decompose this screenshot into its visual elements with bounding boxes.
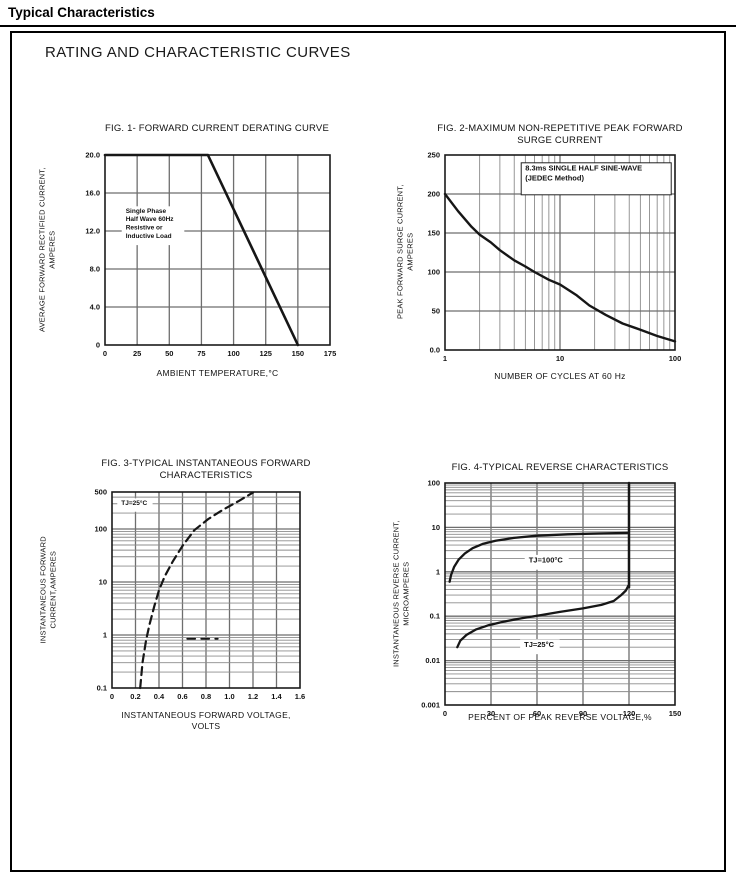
page-heading: Typical Characteristics	[8, 5, 155, 20]
svg-text:1.6: 1.6	[295, 692, 305, 701]
fig2-title: FIG. 2-MAXIMUM NON-REPETITIVE PEAK FORWA…	[437, 123, 683, 146]
fig3-x-axis-label: INSTANTANEOUS FORWARD VOLTAGE, VOLTS	[121, 710, 291, 732]
svg-text:75: 75	[197, 349, 205, 358]
svg-text:100: 100	[94, 525, 107, 534]
svg-text:Half Wave 60Hz: Half Wave 60Hz	[126, 216, 175, 223]
svg-text:0.4: 0.4	[154, 692, 165, 701]
fig4-title: FIG. 4-TYPICAL REVERSE CHARACTERISTICS	[451, 462, 669, 473]
svg-text:175: 175	[324, 349, 337, 358]
svg-text:150: 150	[292, 349, 305, 358]
figure-2-peak-forward-surge-current: FIG. 2-MAXIMUM NON-REPETITIVE PEAK FORWA…	[390, 118, 730, 408]
svg-text:8.0: 8.0	[90, 265, 100, 274]
svg-text:0.001: 0.001	[421, 701, 440, 710]
svg-text:1.4: 1.4	[271, 692, 282, 701]
fig2-x-axis-label: NUMBER OF CYCLES AT 60 Hz	[494, 371, 626, 381]
svg-text:125: 125	[259, 349, 272, 358]
svg-text:10: 10	[99, 578, 107, 587]
content-border-box	[10, 31, 726, 872]
fig1-title: FIG. 1- FORWARD CURRENT DERATING CURVE	[104, 123, 329, 134]
fig4-plot: TJ=100°C TJ=25°C 0 30 60 90 120 150 100 10 1 0.1 0.0…	[421, 479, 682, 719]
svg-text:60: 60	[533, 709, 541, 718]
svg-text:200: 200	[427, 190, 440, 199]
svg-text:0: 0	[103, 349, 107, 358]
svg-text:10: 10	[556, 354, 564, 363]
svg-text:100: 100	[427, 268, 440, 277]
svg-text:TJ=25°C: TJ=25°C	[121, 499, 147, 507]
svg-text:50: 50	[165, 349, 173, 358]
svg-text:30: 30	[487, 709, 495, 718]
fig4-x-axis-label: PERCENT OF PEAK REVERSE VOLTAGE,%	[468, 712, 652, 722]
svg-text:Resistive or: Resistive or	[126, 225, 163, 232]
svg-text:10: 10	[432, 523, 440, 532]
svg-text:8.3ms SINGLE HALF SINE-WAVE: 8.3ms SINGLE HALF SINE-WAVE	[525, 164, 642, 173]
svg-text:150: 150	[669, 709, 682, 718]
svg-text:1: 1	[436, 567, 440, 576]
svg-text:250: 250	[427, 151, 440, 160]
svg-text:50: 50	[432, 307, 440, 316]
svg-text:(JEDEC Method): (JEDEC Method)	[525, 173, 584, 182]
svg-text:1.0: 1.0	[224, 692, 234, 701]
svg-text:0.1: 0.1	[430, 612, 440, 621]
section-title: RATING AND CHARACTERISTIC CURVES	[45, 44, 351, 61]
svg-text:0.0: 0.0	[430, 346, 440, 355]
fig3-plot: TJ=25°C0 0.2 0.4 0.6 0.8 1.0 1.2 1.4 1.650010010…	[94, 488, 305, 702]
svg-text:12.0: 12.0	[85, 227, 100, 236]
figure-1-forward-current-derating: FIG. 1- FORWARD CURRENT DERATING CURVE A…	[30, 118, 370, 408]
svg-text:0.01: 0.01	[425, 656, 440, 665]
svg-text:100: 100	[227, 349, 240, 358]
fig3-title: FIG. 3-TYPICAL INSTANTANEOUS FORWARD CHA…	[101, 458, 311, 481]
svg-text:0.1: 0.1	[97, 684, 107, 693]
svg-text:0: 0	[96, 341, 100, 350]
svg-text:Single Phase: Single Phase	[126, 208, 167, 215]
heading-underline	[0, 25, 736, 27]
svg-text:25: 25	[133, 349, 141, 358]
svg-text:150: 150	[427, 229, 440, 238]
svg-text:100: 100	[669, 354, 682, 363]
svg-text:0: 0	[110, 692, 114, 701]
svg-text:0.8: 0.8	[201, 692, 211, 701]
svg-text:90: 90	[579, 709, 587, 718]
fig2-plot: 8.3ms SINGLE HALF SINE-WAVE(JEDEC Method…	[427, 151, 682, 364]
svg-text:0.6: 0.6	[177, 692, 187, 701]
fig1-x-axis-label: AMBIENT TEMPERATURE,°C	[156, 368, 279, 378]
svg-text:Inductive Load: Inductive Load	[126, 233, 172, 240]
svg-text:16.0: 16.0	[85, 189, 100, 198]
figure-3-instantaneous-forward-characteristics: FIG. 3-TYPICAL INSTANTANEOUS FORWARD CHA…	[30, 455, 370, 755]
svg-text:100: 100	[427, 479, 440, 488]
svg-text:20.0: 20.0	[85, 151, 100, 160]
svg-text:1: 1	[443, 354, 447, 363]
svg-text:4.0: 4.0	[90, 303, 100, 312]
svg-text:TJ=25°C: TJ=25°C	[524, 640, 554, 649]
svg-text:1.2: 1.2	[248, 692, 258, 701]
svg-text:1: 1	[103, 631, 107, 640]
svg-text:0.2: 0.2	[130, 692, 140, 701]
svg-text:500: 500	[94, 488, 107, 497]
svg-text:120: 120	[623, 709, 636, 718]
svg-text:0: 0	[443, 709, 447, 718]
svg-text:TJ=100°C: TJ=100°C	[529, 556, 564, 565]
figure-4-typical-reverse-characteristics: FIG. 4-TYPICAL REVERSE CHARACTERISTICS I…	[390, 455, 730, 755]
